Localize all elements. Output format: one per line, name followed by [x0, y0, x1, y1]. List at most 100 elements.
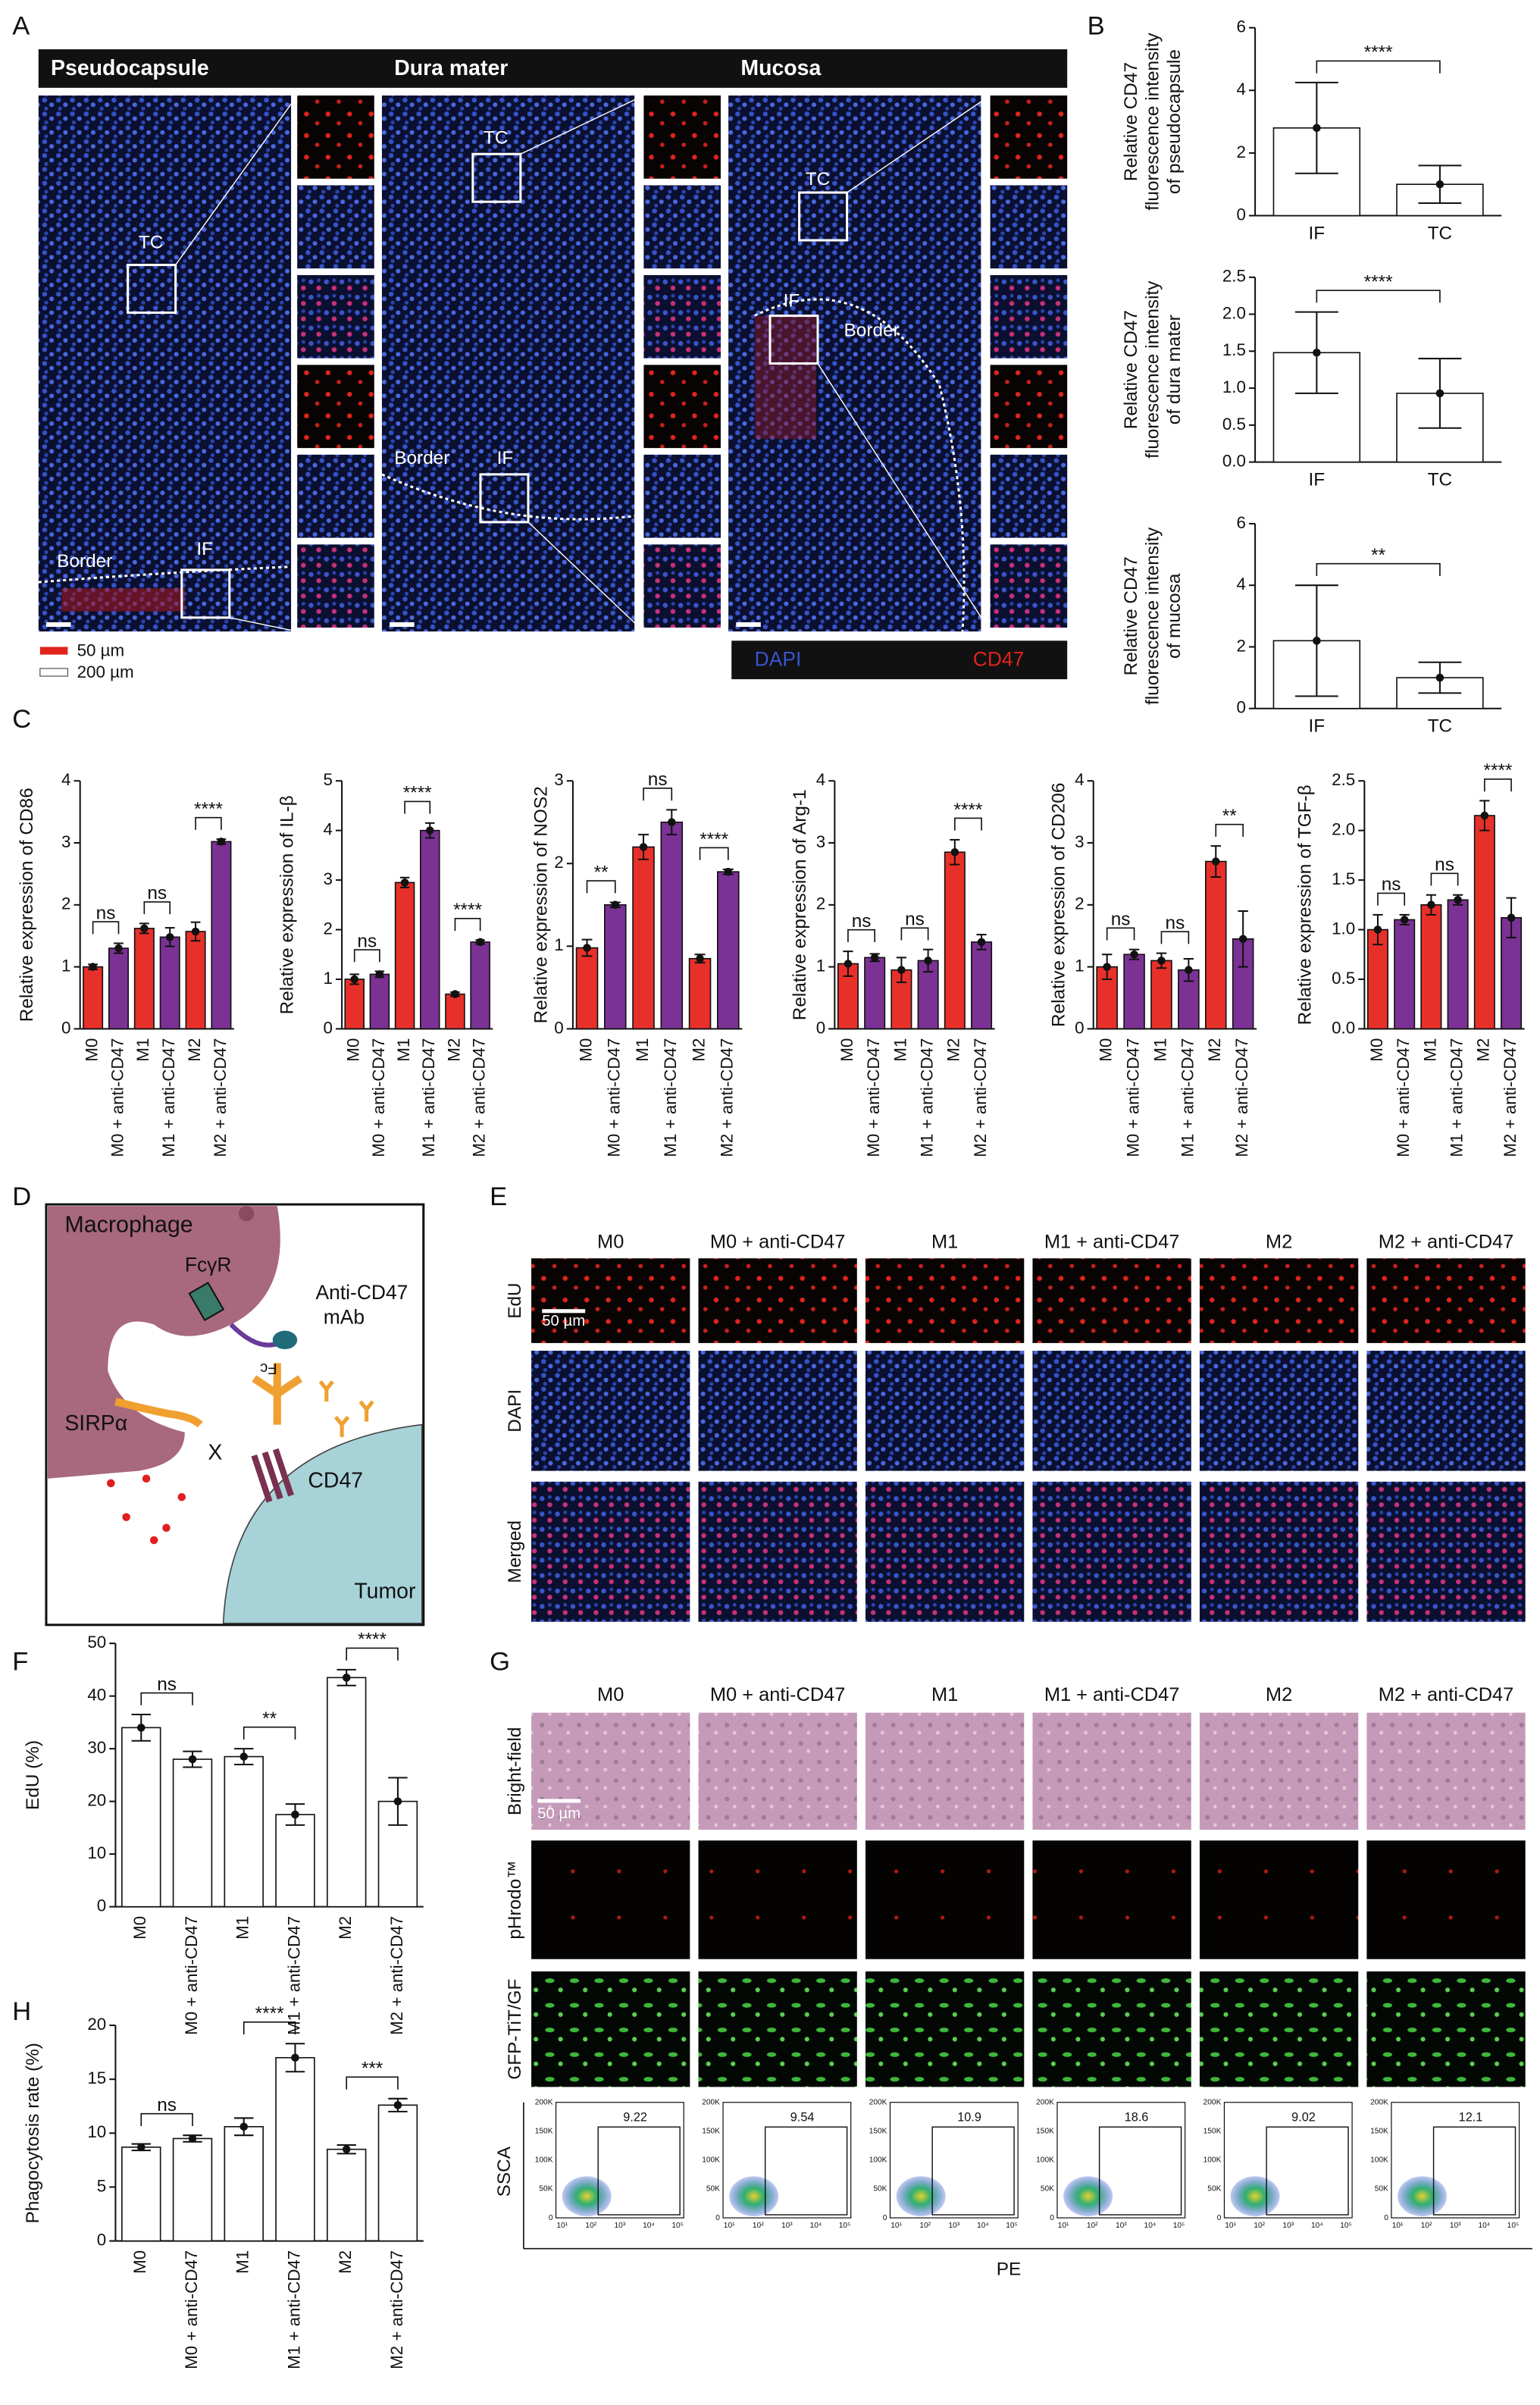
cell-dot — [238, 1206, 255, 1222]
diagram-label: Macrophage — [64, 1212, 192, 1238]
significance-bracket — [847, 928, 875, 942]
bar — [133, 928, 155, 1030]
diagram-label: Tumor — [354, 1580, 415, 1604]
inset-micrograph — [643, 544, 721, 628]
micrograph — [1032, 1840, 1191, 1959]
flow-density — [1230, 2176, 1280, 2217]
x-tick-label: M1 — [1420, 1038, 1439, 1062]
micrograph — [698, 1840, 857, 1959]
annotation: IF — [196, 539, 213, 559]
x-tick-label: M1 + anti-CD47 — [284, 1916, 303, 2035]
bar — [172, 1758, 213, 1908]
significance-bracket — [404, 800, 431, 814]
flow-y-tick: 150K — [1370, 2127, 1388, 2135]
flow-x-tick: 10³ — [948, 2222, 959, 2230]
scale-label: 50 µm — [77, 640, 125, 659]
bar — [1420, 904, 1442, 1030]
panel-label: G — [490, 1648, 510, 1677]
inset-micrograph — [643, 454, 721, 538]
y-tick-label: 0.5 — [1332, 969, 1355, 988]
x-tick-label: M0 — [83, 1038, 102, 1062]
mean-dot — [425, 826, 434, 835]
annotation: Border — [844, 320, 900, 340]
flow-x-tick: 10⁴ — [643, 2222, 655, 2230]
micrograph — [1199, 1840, 1359, 1959]
x-tick-label: M2 — [444, 1038, 463, 1062]
y-axis-label: fluorescence intensity — [1142, 280, 1163, 459]
significance-bracket — [143, 901, 171, 915]
mean-dot — [1427, 900, 1435, 910]
y-axis-label: Relative expression of IL-β — [277, 795, 297, 1014]
gate — [597, 2126, 681, 2216]
bar — [445, 993, 465, 1030]
bar — [275, 2056, 315, 2242]
signal-dot — [149, 1536, 158, 1545]
inset-micrograph — [990, 544, 1068, 628]
bar — [944, 851, 966, 1030]
annotation: IF — [784, 291, 800, 312]
significance-bracket — [1160, 931, 1190, 944]
gate — [1266, 2126, 1349, 2216]
flow-x-tick: 10⁵ — [1340, 2222, 1352, 2230]
roi-box — [127, 263, 177, 315]
significance-bracket — [1316, 60, 1441, 74]
y-axis-label: Relative CD47 — [1121, 556, 1141, 675]
panel-label: D — [12, 1182, 31, 1211]
y-tick-label: 2.0 — [1332, 820, 1355, 839]
mean-dot — [239, 2122, 249, 2131]
roi-box — [479, 473, 530, 524]
significance-label: ns — [1166, 913, 1185, 933]
mean-dot — [696, 954, 704, 963]
annotation: Border — [394, 448, 449, 468]
scale-bar — [542, 1309, 586, 1314]
mean-dot — [165, 933, 174, 941]
y-axis-label: of pseudocapsule — [1164, 49, 1185, 194]
flow-y-tick: 150K — [869, 2127, 887, 2135]
mean-dot — [668, 818, 676, 827]
flow-x-tick: 10¹ — [891, 2222, 902, 2230]
significance-label: ns — [1435, 855, 1454, 875]
mean-dot — [136, 2143, 146, 2152]
mean-dot — [1480, 811, 1489, 820]
x-tick-label: M2 — [944, 1038, 963, 1062]
x-tick-label: M1 — [1150, 1038, 1169, 1062]
y-tick-label: 2.0 — [1222, 303, 1246, 322]
micrograph — [698, 1712, 857, 1830]
diagram-label: FcγR — [185, 1253, 232, 1276]
significance-label: ns — [1382, 875, 1401, 895]
y-tick-label: 2 — [1236, 142, 1245, 161]
annotation: Border — [57, 551, 112, 572]
zoom-line — [175, 95, 298, 265]
y-tick-label: 4 — [816, 770, 825, 789]
flow-y-tick: 200K — [702, 2098, 720, 2106]
bar — [688, 957, 712, 1030]
mean-dot — [1454, 895, 1462, 904]
flow-x-tick: 10³ — [1450, 2222, 1461, 2230]
y-tick-label: 2 — [323, 919, 332, 938]
micrograph — [698, 1351, 857, 1471]
ribbon — [754, 315, 816, 440]
y-tick-label: 40 — [87, 1686, 106, 1705]
significance-label: **** — [358, 1630, 387, 1650]
signal-dot — [122, 1513, 130, 1521]
flow-y-tick: 50K — [1207, 2185, 1221, 2194]
scale-bar — [736, 622, 761, 628]
significance-label: **** — [700, 829, 728, 850]
flow-y-tick: 0 — [715, 2214, 720, 2222]
flow-density — [1398, 2176, 1448, 2217]
free-antibody — [358, 1400, 374, 1422]
inset-micrograph — [297, 454, 374, 538]
micrograph — [1199, 1481, 1359, 1622]
gate-value: 9.54 — [790, 2110, 815, 2124]
significance-bracket — [586, 880, 616, 894]
y-axis-label: Relative expression of NOS2 — [531, 786, 552, 1023]
inset-micrograph — [643, 365, 721, 449]
significance-label: ns — [905, 910, 925, 930]
x-tick-label: M1 + anti-CD47 — [284, 2250, 303, 2369]
x-tick-label: M1 + anti-CD47 — [419, 1038, 438, 1157]
significance-bracket — [353, 949, 380, 963]
significance-label: ns — [157, 1674, 177, 1695]
flow-x-tick: 10² — [585, 2222, 596, 2230]
y-tick-label: 1 — [61, 957, 70, 975]
